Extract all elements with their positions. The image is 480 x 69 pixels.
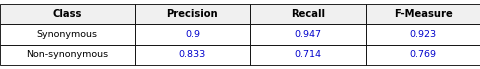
Text: Recall: Recall (290, 9, 324, 19)
Text: 0.923: 0.923 (409, 30, 436, 39)
Bar (134, 24, 250, 45)
Bar (250, 4, 365, 24)
Text: F-Measure: F-Measure (393, 9, 452, 19)
Bar (365, 4, 480, 24)
Text: 0.833: 0.833 (179, 50, 205, 59)
Text: Synonymous: Synonymous (37, 30, 97, 39)
Bar (0, 45, 134, 65)
Bar (365, 24, 480, 45)
Bar (250, 45, 365, 65)
Bar (250, 24, 365, 45)
Text: 0.714: 0.714 (294, 50, 321, 59)
Text: 0.9: 0.9 (184, 30, 200, 39)
Text: Class: Class (52, 9, 82, 19)
Bar (134, 4, 250, 24)
Bar (134, 45, 250, 65)
Bar (0, 24, 134, 45)
Text: Non-synonymous: Non-synonymous (26, 50, 108, 59)
Bar (0, 4, 134, 24)
Text: 0.947: 0.947 (294, 30, 321, 39)
Text: Precision: Precision (166, 9, 218, 19)
Text: 0.769: 0.769 (409, 50, 436, 59)
Bar (365, 45, 480, 65)
